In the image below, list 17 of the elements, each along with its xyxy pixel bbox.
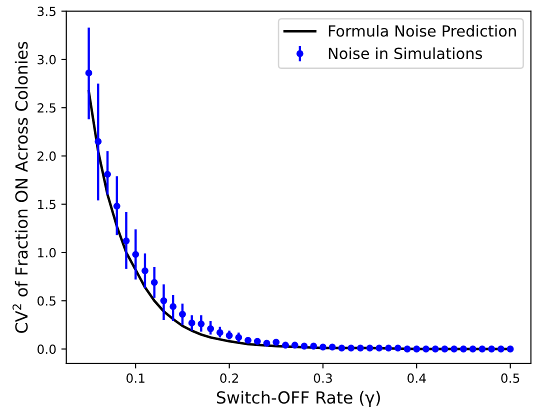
y-tick-label: 1.5 [38,200,56,210]
legend-label: Noise in Simulations [328,47,482,60]
y-tick-label: 2.0 [38,151,56,161]
y-tick-label: 3.0 [38,54,56,64]
x-tick-label: 0.3 [314,373,332,383]
y-tick-label: 0.5 [38,296,56,306]
x-axis-title: Switch-OFF Rate (γ) [216,390,380,407]
y-tick-label: 2.5 [38,103,56,113]
y-tick-label: 1.0 [38,248,56,258]
y-tick-label: 3.5 [38,6,56,16]
x-tick-label: 0.4 [408,373,426,383]
x-tick-label: 0.2 [220,373,238,383]
y-tick-label: 0.0 [38,344,56,354]
y-axis-title: CV$^{2}$ of Fraction ON Across Colonies [12,42,28,333]
x-tick-label: 0.5 [501,373,520,383]
legend-label: Formula Noise Prediction [328,24,516,37]
x-tick-label: 0.1 [126,373,144,383]
